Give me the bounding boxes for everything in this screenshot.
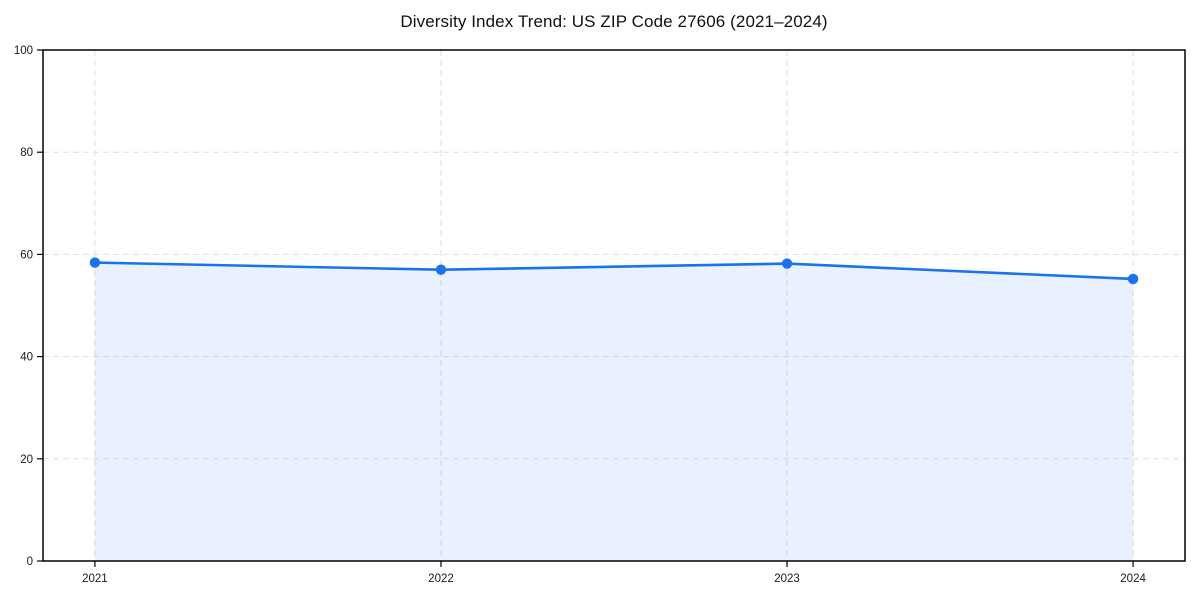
y-tick-label-80: 80 bbox=[20, 147, 33, 159]
x-tick-label-2021: 2021 bbox=[82, 573, 108, 585]
area-fill bbox=[94, 262, 1134, 561]
data-point-2023 bbox=[781, 258, 793, 269]
y-tick-label-40: 40 bbox=[20, 352, 33, 364]
x-tick-label-2024: 2024 bbox=[1120, 573, 1146, 585]
y-tick-label-60: 60 bbox=[20, 249, 33, 261]
data-point-2024 bbox=[1127, 273, 1139, 285]
x-tick-label-2023: 2023 bbox=[774, 573, 800, 585]
x-tick-label-2022: 2022 bbox=[428, 573, 454, 585]
y-tick-label-20: 20 bbox=[20, 454, 33, 466]
trend-line bbox=[93, 261, 1135, 281]
y-tick-label-100: 100 bbox=[14, 45, 33, 57]
axes-frame bbox=[42, 49, 1186, 562]
data-point-2021 bbox=[89, 257, 101, 268]
y-tick-label-0: 0 bbox=[27, 556, 33, 568]
chart-title: Diversity Index Trend: US ZIP Code 27606… bbox=[400, 12, 828, 31]
data-point-2022 bbox=[435, 264, 447, 275]
